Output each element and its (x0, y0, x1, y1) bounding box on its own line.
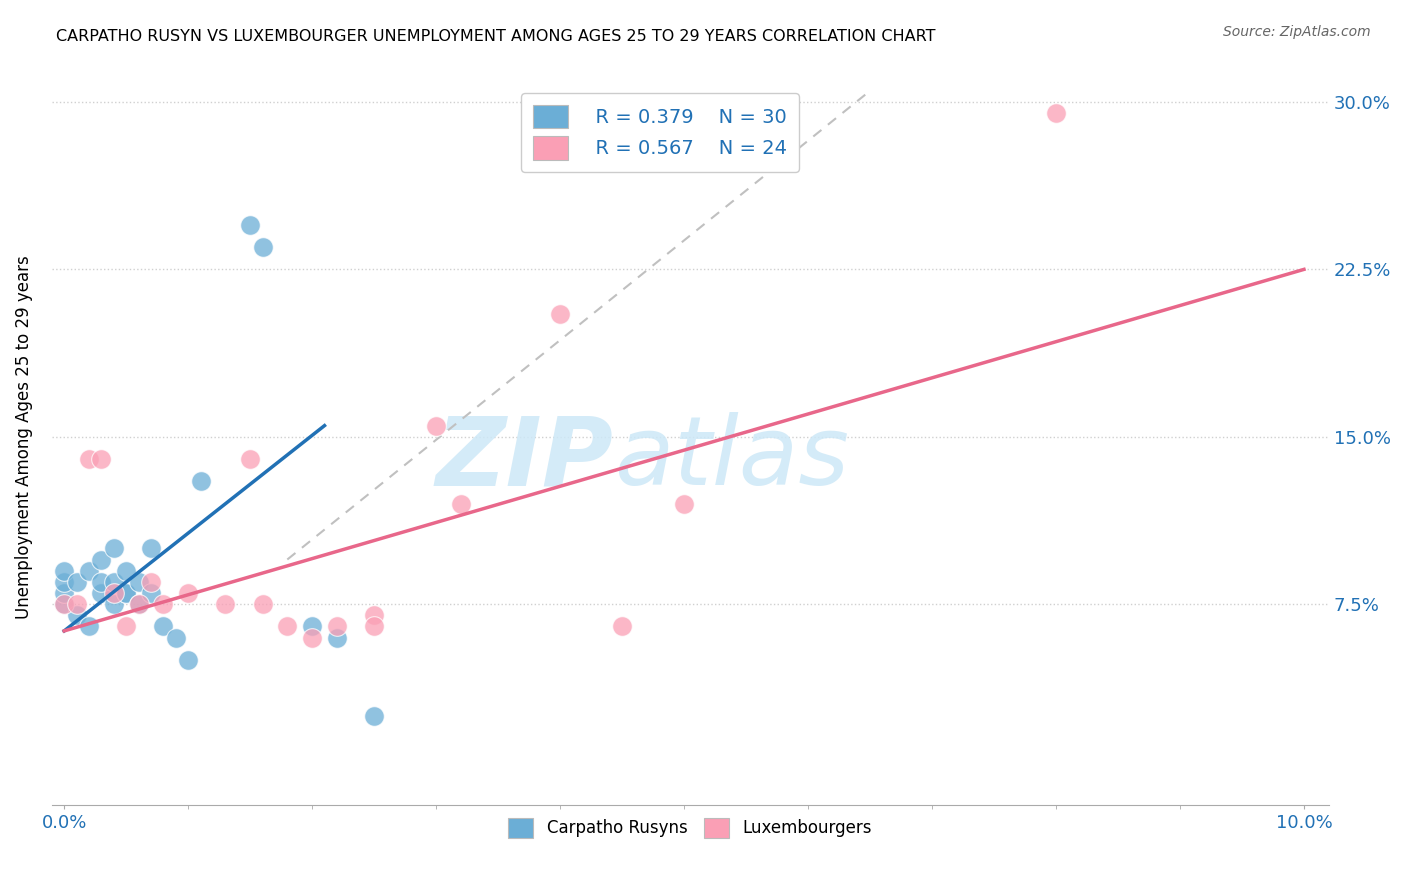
Point (90, 452, 112, 467)
Text: atlas: atlas (613, 412, 849, 506)
Point (673, 497, 696, 511)
Point (53, 564, 76, 578)
Point (165, 631, 187, 645)
Point (128, 597, 150, 611)
Point (239, 452, 262, 467)
Point (239, 218, 262, 232)
Point (425, 418, 447, 433)
Point (53, 597, 76, 611)
Point (139, 541, 162, 556)
Point (252, 240, 274, 254)
Point (1045, 106, 1067, 120)
Point (90, 574, 112, 589)
Point (53, 586, 76, 600)
Legend: Carpatho Rusyns, Luxembourgers: Carpatho Rusyns, Luxembourgers (502, 811, 879, 845)
Point (301, 619, 323, 633)
Point (177, 653, 200, 667)
Point (53, 574, 76, 589)
Point (65, 597, 87, 611)
Point (548, 307, 571, 321)
Point (177, 586, 200, 600)
Point (326, 619, 349, 633)
Point (115, 619, 138, 633)
Point (363, 708, 385, 723)
Point (139, 586, 162, 600)
Point (190, 475, 212, 489)
Point (103, 541, 125, 556)
Point (90, 586, 112, 600)
Point (103, 597, 125, 611)
Y-axis label: Unemployment Among Ages 25 to 29 years: Unemployment Among Ages 25 to 29 years (15, 255, 32, 619)
Point (77, 619, 100, 633)
Point (115, 586, 138, 600)
Text: CARPATHO RUSYN VS LUXEMBOURGER UNEMPLOYMENT AMONG AGES 25 TO 29 YEARS CORRELATIO: CARPATHO RUSYN VS LUXEMBOURGER UNEMPLOYM… (56, 29, 936, 45)
Point (115, 564, 138, 578)
Point (53, 597, 76, 611)
Point (450, 497, 472, 511)
Point (139, 574, 162, 589)
Point (252, 597, 274, 611)
Point (77, 452, 100, 467)
Point (115, 586, 138, 600)
Point (276, 619, 298, 633)
Text: ZIP: ZIP (436, 412, 613, 506)
Point (77, 564, 100, 578)
Point (128, 574, 150, 589)
Point (363, 608, 385, 623)
Point (152, 597, 174, 611)
Text: Source: ZipAtlas.com: Source: ZipAtlas.com (1223, 25, 1371, 39)
Point (65, 608, 87, 623)
Point (65, 574, 87, 589)
Point (90, 552, 112, 566)
Point (301, 631, 323, 645)
Point (363, 619, 385, 633)
Point (152, 619, 174, 633)
Point (214, 597, 236, 611)
Point (326, 631, 349, 645)
Point (103, 586, 125, 600)
Point (128, 597, 150, 611)
Point (610, 619, 633, 633)
Point (103, 574, 125, 589)
